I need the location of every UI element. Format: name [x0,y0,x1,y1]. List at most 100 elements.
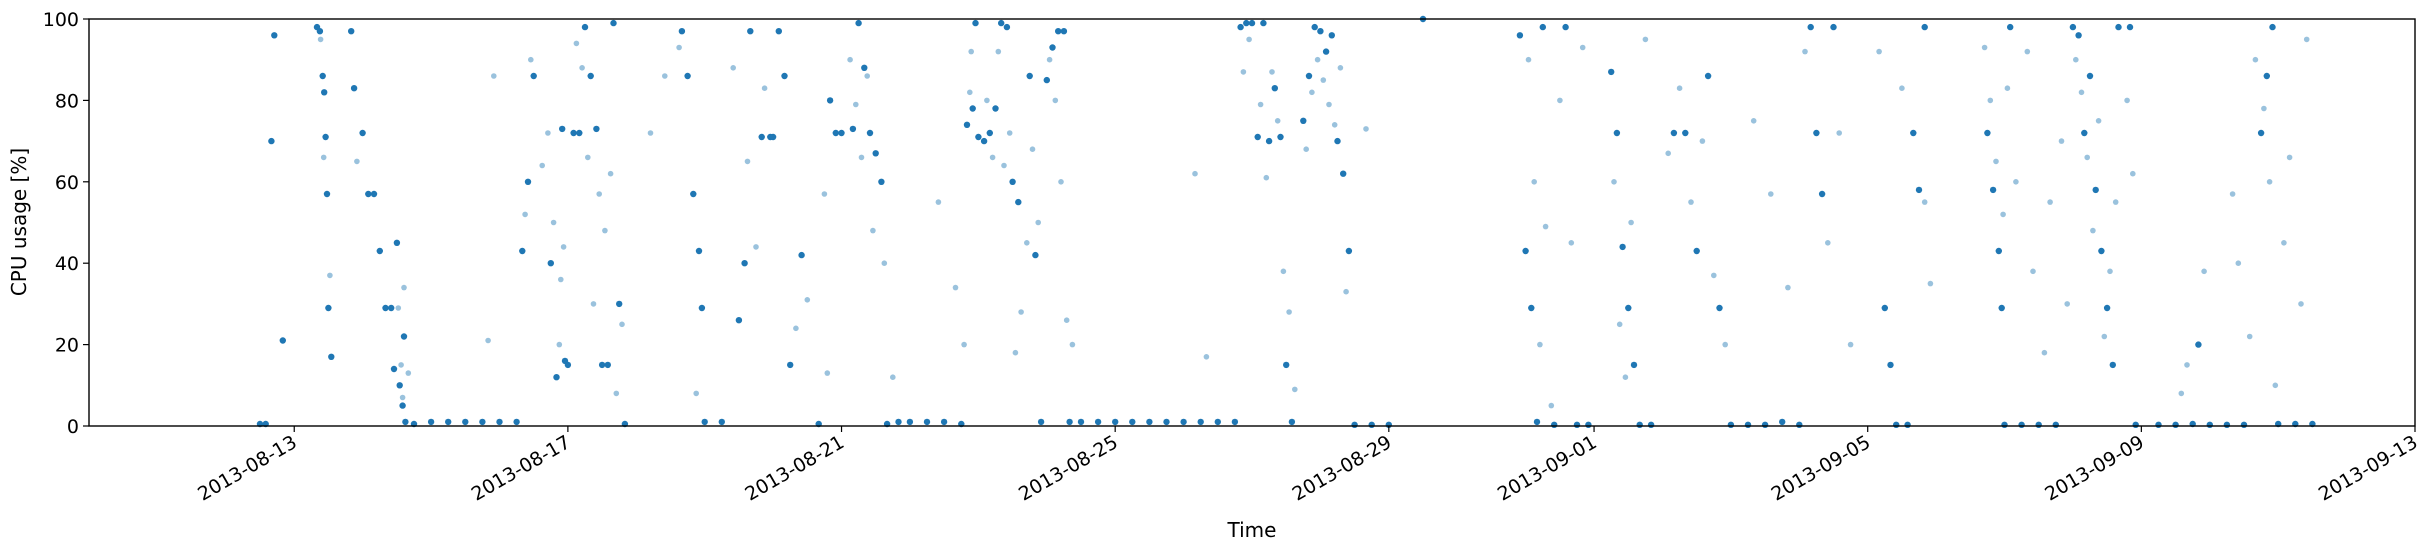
data-point [2201,268,2207,275]
data-point [2018,421,2025,428]
data-point [602,227,608,234]
data-point [2004,85,2011,91]
data-point [2266,179,2273,185]
data-point [895,418,902,426]
data-point [1009,178,1016,185]
data-point [370,190,378,198]
data-point [1326,101,1332,108]
data-point [1927,280,1934,287]
data-point [2007,23,2014,31]
data-point [1910,129,1917,137]
data-point [1345,247,1353,255]
data-point [1129,418,1136,426]
data-point [1779,418,1786,426]
data-point [1665,150,1671,157]
data-point [1337,65,1344,71]
data-point [1197,418,1204,426]
data-point [1351,421,1358,428]
data-point [268,137,275,145]
data-point [1813,129,1820,137]
data-point [2000,211,2006,218]
data-point [1192,170,1198,177]
data-point [2229,191,2236,197]
data-point [761,85,768,91]
data-point [972,19,979,27]
data-point [1317,28,1324,35]
data-point [1322,48,1330,55]
data-point [1642,36,1649,43]
data-point [1214,418,1222,426]
data-point [1579,44,1586,51]
data-point [1311,23,1318,31]
data-point [1625,304,1632,312]
data-point [1012,349,1019,356]
data-point [1237,23,1244,31]
data-point [2257,129,2265,137]
data-point [1052,97,1059,104]
data-point [1613,129,1621,137]
data-point [1693,247,1700,255]
data-point [1257,101,1264,108]
data-point [573,40,580,47]
data-point [2272,382,2279,389]
data-point [1893,421,1900,428]
data-point [1682,129,1689,137]
data-point [619,321,625,328]
data-point [1915,186,1923,194]
data-point [998,19,1005,27]
data-point [2184,362,2190,368]
data-point [354,158,360,165]
data-point [690,190,697,198]
data-point [604,361,611,369]
data-point [1904,421,1911,428]
data-point [1018,309,1024,315]
data-point [1876,48,1882,55]
data-point [479,418,486,426]
data-point [1984,129,1991,137]
data-point [1887,361,1894,369]
data-point [1032,251,1039,259]
data-point [558,276,564,283]
data-point [613,390,620,397]
data-point [858,154,865,161]
data-point [1647,421,1655,428]
data-point [992,105,999,112]
data-point [522,211,528,218]
data-point [1328,32,1336,39]
data-point [1024,240,1030,246]
data-point [1003,23,1011,31]
data-point [1998,304,2005,312]
data-point [2047,199,2053,205]
data-point [1265,137,1273,145]
data-point [1768,191,1774,197]
data-point [1060,28,1068,35]
data-point [2281,240,2287,246]
data-point [2107,268,2113,275]
data-point [963,121,971,128]
data-point [1314,56,1321,63]
data-point [359,129,366,137]
data-point [2115,23,2122,31]
data-point [519,247,526,255]
data-point [1066,418,1073,426]
data-point [769,133,777,141]
data-point [400,333,408,340]
data-point [587,72,594,80]
data-point [1046,56,1053,63]
data-point [2178,390,2185,397]
data-point [1163,418,1170,426]
data-point [1616,321,1623,328]
data-point [1522,247,1529,255]
data-point [1029,146,1036,152]
data-point [1283,361,1290,369]
plot-frame [88,18,2416,427]
data-point [1528,304,1535,312]
data-point [320,154,327,161]
data-point [547,260,554,267]
data-point [1537,341,1543,348]
data-point [832,129,839,137]
data-point [1015,198,1022,206]
data-point [1112,418,1119,426]
data-point [550,219,557,226]
data-point [1921,199,1928,205]
